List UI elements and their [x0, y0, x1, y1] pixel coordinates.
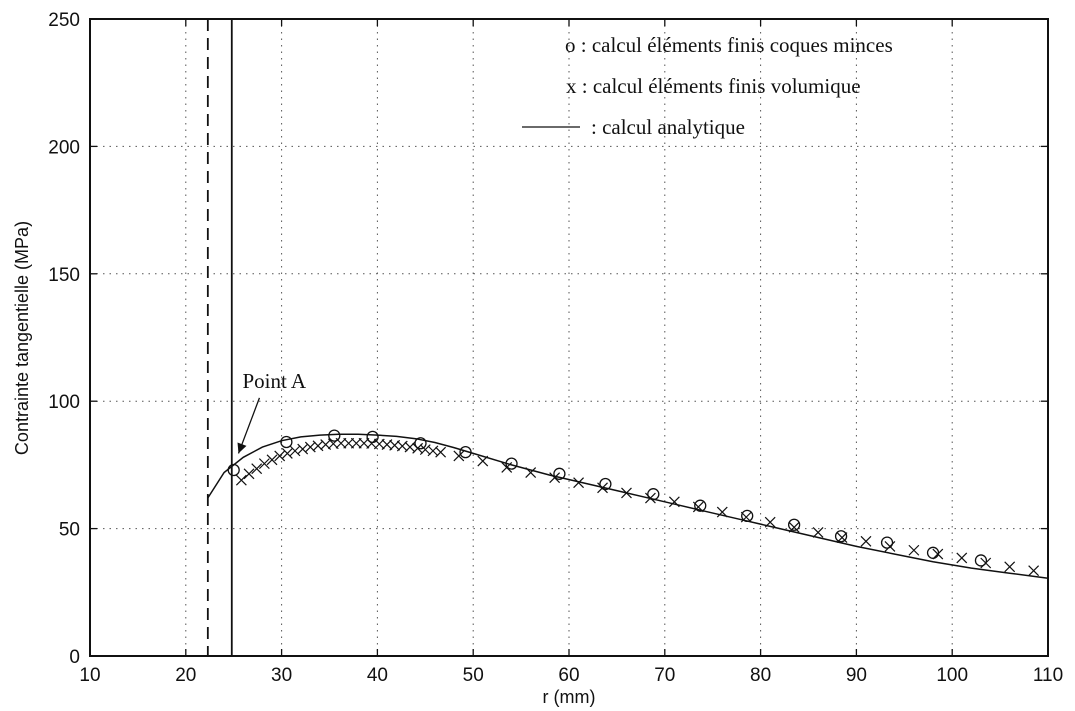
data-series: [207, 429, 1049, 580]
volume-fe-point: [281, 448, 293, 459]
legend: o : calcul éléments finis coques minces …: [522, 33, 893, 139]
x-tick-label: 80: [750, 665, 771, 686]
x-tick-label: 50: [463, 665, 484, 686]
volume-fe-point: [258, 458, 270, 470]
x-tick-label: 20: [175, 665, 196, 686]
y-tick-label: 150: [48, 265, 80, 286]
reference-lines: [206, 19, 233, 656]
volume-fe-point: [501, 462, 513, 473]
x-tick-label: 40: [367, 665, 388, 686]
annotation: Point A: [237, 369, 307, 454]
volume-fe-point: [453, 450, 465, 462]
analytic-line: [207, 433, 1049, 580]
volume-fe-point: [860, 535, 872, 547]
volume-fe-point: [251, 463, 263, 475]
volume-fe-point: [812, 526, 824, 538]
volume-fe-point: [477, 455, 489, 467]
y-tick-label: 200: [48, 137, 80, 158]
shell-fe-point: [834, 530, 848, 543]
legend-entry-shell: o : calcul éléments finis coques minces: [565, 33, 893, 57]
x-tick-label: 90: [846, 665, 867, 686]
volume-fe-point: [350, 437, 362, 449]
shell-fe-point: [694, 499, 707, 512]
volume-fe-point: [243, 468, 255, 480]
y-tick-label: 50: [59, 520, 80, 541]
shell-fe-point: [328, 429, 341, 442]
volume-fe-point: [266, 454, 278, 466]
volume-fe-point: [908, 544, 920, 556]
shell-fe-point: [741, 509, 754, 523]
shell-fe-point: [647, 488, 660, 501]
volume-fe-point: [645, 492, 656, 504]
volume-fe-point: [740, 511, 752, 523]
volume-fe-point: [1004, 561, 1016, 573]
grid-lines: [90, 19, 1048, 656]
volume-fe-point: [956, 552, 968, 564]
volume-fe-point: [668, 496, 680, 508]
volume-fe-point: [549, 472, 561, 484]
volume-fe-point: [788, 521, 800, 533]
shell-fe-point: [505, 457, 518, 470]
legend-entry-volume: x : calcul éléments finis volumique: [566, 74, 861, 98]
shell-fe-point: [459, 446, 472, 459]
shell-fe-point: [787, 518, 801, 531]
x-tick-label: 30: [271, 665, 292, 686]
y-axis-title: Contrainte tangentielle (MPa): [12, 221, 32, 455]
volume-fe-point: [289, 445, 301, 457]
shell-fe-point: [974, 554, 988, 567]
x-tick-label: 10: [79, 665, 100, 686]
volume-fe-point: [343, 437, 355, 449]
volume-fe-point: [435, 446, 447, 458]
shell-fe-point: [553, 467, 566, 480]
volume-fe-point: [932, 548, 944, 560]
y-tick-label: 0: [69, 647, 80, 668]
x-tick-label: 70: [654, 665, 675, 686]
x-axis-title: r (mm): [543, 687, 596, 707]
x-tick-label: 110: [1033, 665, 1063, 686]
volume-fe-point: [884, 541, 896, 552]
x-tick-label: 60: [558, 665, 579, 686]
point-a-label: Point A: [242, 369, 306, 393]
shell-fe-point: [880, 536, 894, 549]
volume-fe-point: [621, 487, 632, 499]
y-tick-label: 100: [48, 392, 80, 413]
volume-fe-point: [980, 557, 992, 569]
axis-ticks: 10 20 30 40 50 60 70 80 90 100 110 0 50 100 150 200 250: [48, 10, 1063, 686]
point-a-arrowhead: [237, 442, 247, 454]
shell-fe-point: [599, 477, 612, 491]
volume-fe-point: [525, 467, 537, 478]
x-tick-label: 100: [936, 665, 968, 686]
legend-entry-analytic: : calcul analytique: [591, 115, 745, 139]
volume-fe-point: [274, 450, 286, 462]
volume-fe-point: [692, 501, 704, 513]
volume-fe-point: [573, 477, 585, 489]
volume-fe-point: [836, 532, 848, 543]
volume-fe-point: [1028, 565, 1040, 577]
volume-fe-point: [597, 482, 608, 494]
volume-fe-point: [716, 506, 728, 518]
volume-fe-point: [235, 474, 247, 486]
volume-fe-point: [764, 516, 776, 528]
shell-fe-point: [227, 463, 240, 477]
shell-fe-point: [414, 437, 427, 450]
y-tick-label: 250: [48, 10, 80, 31]
volume-fe-point: [335, 437, 347, 449]
volume-fe-point: [297, 443, 309, 455]
shell-fe-point: [280, 435, 293, 449]
